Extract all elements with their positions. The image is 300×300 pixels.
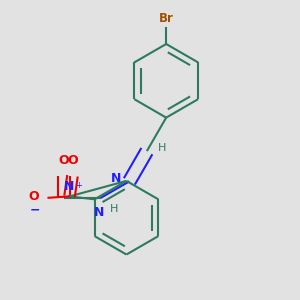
- Text: N: N: [111, 172, 121, 185]
- Text: H: H: [158, 143, 166, 153]
- Text: H: H: [110, 204, 118, 214]
- Text: N: N: [94, 206, 104, 219]
- Text: +: +: [75, 181, 82, 190]
- Text: −: −: [30, 203, 40, 216]
- Text: Br: Br: [159, 12, 174, 26]
- Text: O: O: [28, 190, 39, 203]
- Text: N: N: [64, 180, 75, 193]
- Text: O: O: [58, 154, 69, 167]
- Text: O: O: [67, 154, 78, 167]
